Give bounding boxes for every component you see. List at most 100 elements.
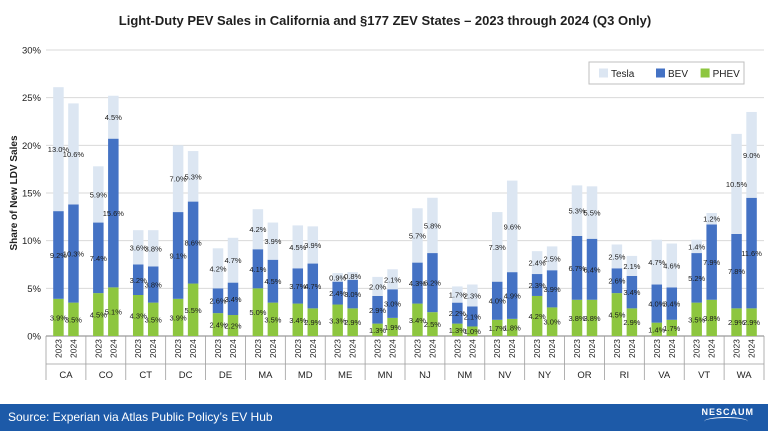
data-label: 3.6% — [130, 243, 147, 252]
data-label: 4.1% — [249, 265, 266, 274]
bar-phev-me-2024 — [347, 308, 358, 336]
x-group-label: RI — [620, 370, 630, 381]
data-label: 2.9% — [369, 306, 386, 315]
data-label: 7.0% — [170, 175, 187, 184]
data-label: 2.5% — [424, 320, 441, 329]
bar-bev-co-2023 — [93, 222, 104, 294]
y-tick-labels: 0% 5% 10% 15% 20% 25% 30% — [22, 46, 42, 343]
data-label: 4.0% — [489, 297, 506, 306]
bar-phev-nv-2023 — [491, 319, 503, 336]
data-label: 1.4% — [688, 242, 705, 251]
nescaum-logo: NESCAUM — [701, 407, 754, 417]
bar-tesla-ny-2023 — [531, 251, 543, 275]
logo-arc-icon — [704, 417, 748, 426]
data-label: 5.5% — [185, 306, 202, 315]
data-label: 4.6% — [663, 261, 680, 270]
bar-phev-wa-2024 — [746, 308, 757, 336]
bar-bev-ca-2023 — [53, 211, 64, 299]
data-label: 3.7% — [289, 282, 306, 291]
bar-phev-ma-2023 — [252, 288, 264, 336]
bar-phev-ri-2023 — [611, 293, 623, 336]
bar-phev-nj-2023 — [412, 303, 423, 336]
data-label: 2.6% — [608, 277, 625, 286]
bar-bev-md-2024 — [307, 263, 319, 309]
bar-tesla-or-2024 — [586, 186, 598, 239]
bar-phev-nm-2023 — [452, 323, 463, 336]
data-label: 0.8% — [344, 272, 361, 281]
data-label: 5.5% — [583, 209, 600, 218]
data-label: 4.3% — [130, 312, 147, 321]
data-label: 3.8% — [145, 281, 162, 290]
bar-bev-co-2024 — [108, 138, 119, 288]
x-tick-year-label: 2023 — [213, 339, 223, 358]
bar-tesla-or-2023 — [571, 185, 583, 236]
data-label: 4.3% — [409, 279, 426, 288]
data-label: 3.5% — [264, 315, 281, 324]
data-label: 3.0% — [384, 300, 401, 309]
bar-bev-ct-2023 — [132, 264, 144, 296]
legend-swatch-phev — [700, 68, 710, 78]
data-label: 5.8% — [424, 221, 441, 230]
x-tick-year-label: 2023 — [732, 339, 742, 358]
bar-phev-ny-2024 — [546, 307, 558, 336]
data-label: 2.4% — [329, 289, 346, 298]
data-label: 2.4% — [529, 259, 546, 268]
data-label: 3.9% — [544, 285, 561, 294]
data-label: 3.5% — [145, 315, 162, 324]
bar-bev-or-2023 — [571, 235, 583, 300]
x-tick-year-label: 2024 — [587, 339, 597, 358]
bar-bev-me-2024 — [347, 279, 358, 309]
data-label: 4.2% — [209, 264, 226, 273]
data-label: 7.4% — [90, 254, 107, 263]
bar-phev-ma-2024 — [267, 302, 279, 336]
data-label: 3.4% — [663, 300, 680, 309]
bar-series — [53, 87, 757, 336]
data-label: 2.0% — [369, 282, 386, 291]
bar-tesla-dc-2024 — [187, 151, 199, 202]
data-label: 3.9% — [304, 241, 321, 250]
x-tick-year-label: 2024 — [348, 339, 358, 358]
data-label: 1.9% — [384, 323, 401, 332]
y-tick-label: 15% — [22, 189, 42, 200]
x-tick-year-label: 2023 — [412, 339, 422, 358]
data-label: 3.9% — [50, 313, 67, 322]
bar-bev-ri-2023 — [611, 268, 623, 294]
bar-phev-md-2024 — [307, 308, 319, 336]
source-footer: Source: Experian via Atlas Public Policy… — [0, 404, 768, 431]
legend-box — [588, 61, 745, 85]
legend-swatch-tesla — [599, 68, 608, 78]
bar-tesla-md-2023 — [292, 225, 304, 269]
data-label: 2.9% — [728, 318, 745, 327]
y-tick-label: 25% — [22, 93, 42, 104]
bar-phev-or-2024 — [586, 299, 598, 336]
x-tick-year-label: 2024 — [308, 339, 318, 358]
bar-bev-me-2023 — [332, 281, 343, 305]
x-group-label: VT — [698, 370, 710, 381]
bar-bev-ma-2023 — [252, 249, 264, 289]
x-tick-year-label: 2023 — [652, 339, 662, 358]
data-label: 5.9% — [90, 190, 107, 199]
x-tick-year-label: 2024 — [188, 339, 198, 358]
x-tick-year-label: 2024 — [547, 339, 557, 358]
bar-tesla-me-2024 — [347, 272, 358, 280]
bar-tesla-ri-2024 — [626, 255, 638, 276]
data-label: 4.5% — [289, 243, 306, 252]
bar-tesla-vt-2024 — [706, 213, 717, 225]
x-tick-year-label: 2024 — [627, 339, 637, 358]
bar-bev-nj-2023 — [412, 262, 423, 304]
data-label: 1.7% — [449, 291, 466, 300]
data-label: 4.5% — [90, 311, 107, 320]
bar-phev-de-2023 — [212, 313, 224, 336]
data-label: 2.4% — [209, 321, 226, 330]
data-label: 8.6% — [185, 239, 202, 248]
bar-bev-de-2023 — [212, 288, 224, 314]
bar-phev-co-2023 — [93, 293, 104, 336]
x-tick-year-label: 2024 — [228, 339, 238, 358]
x-tick-year-label: 2023 — [612, 339, 622, 358]
data-label: 3.0% — [344, 290, 361, 299]
data-label: 2.9% — [623, 318, 640, 327]
bar-tesla-wa-2023 — [731, 133, 742, 234]
data-label: 5.0% — [249, 308, 266, 317]
y-tick-label: 20% — [22, 141, 42, 152]
x-group-label: NM — [457, 370, 472, 381]
